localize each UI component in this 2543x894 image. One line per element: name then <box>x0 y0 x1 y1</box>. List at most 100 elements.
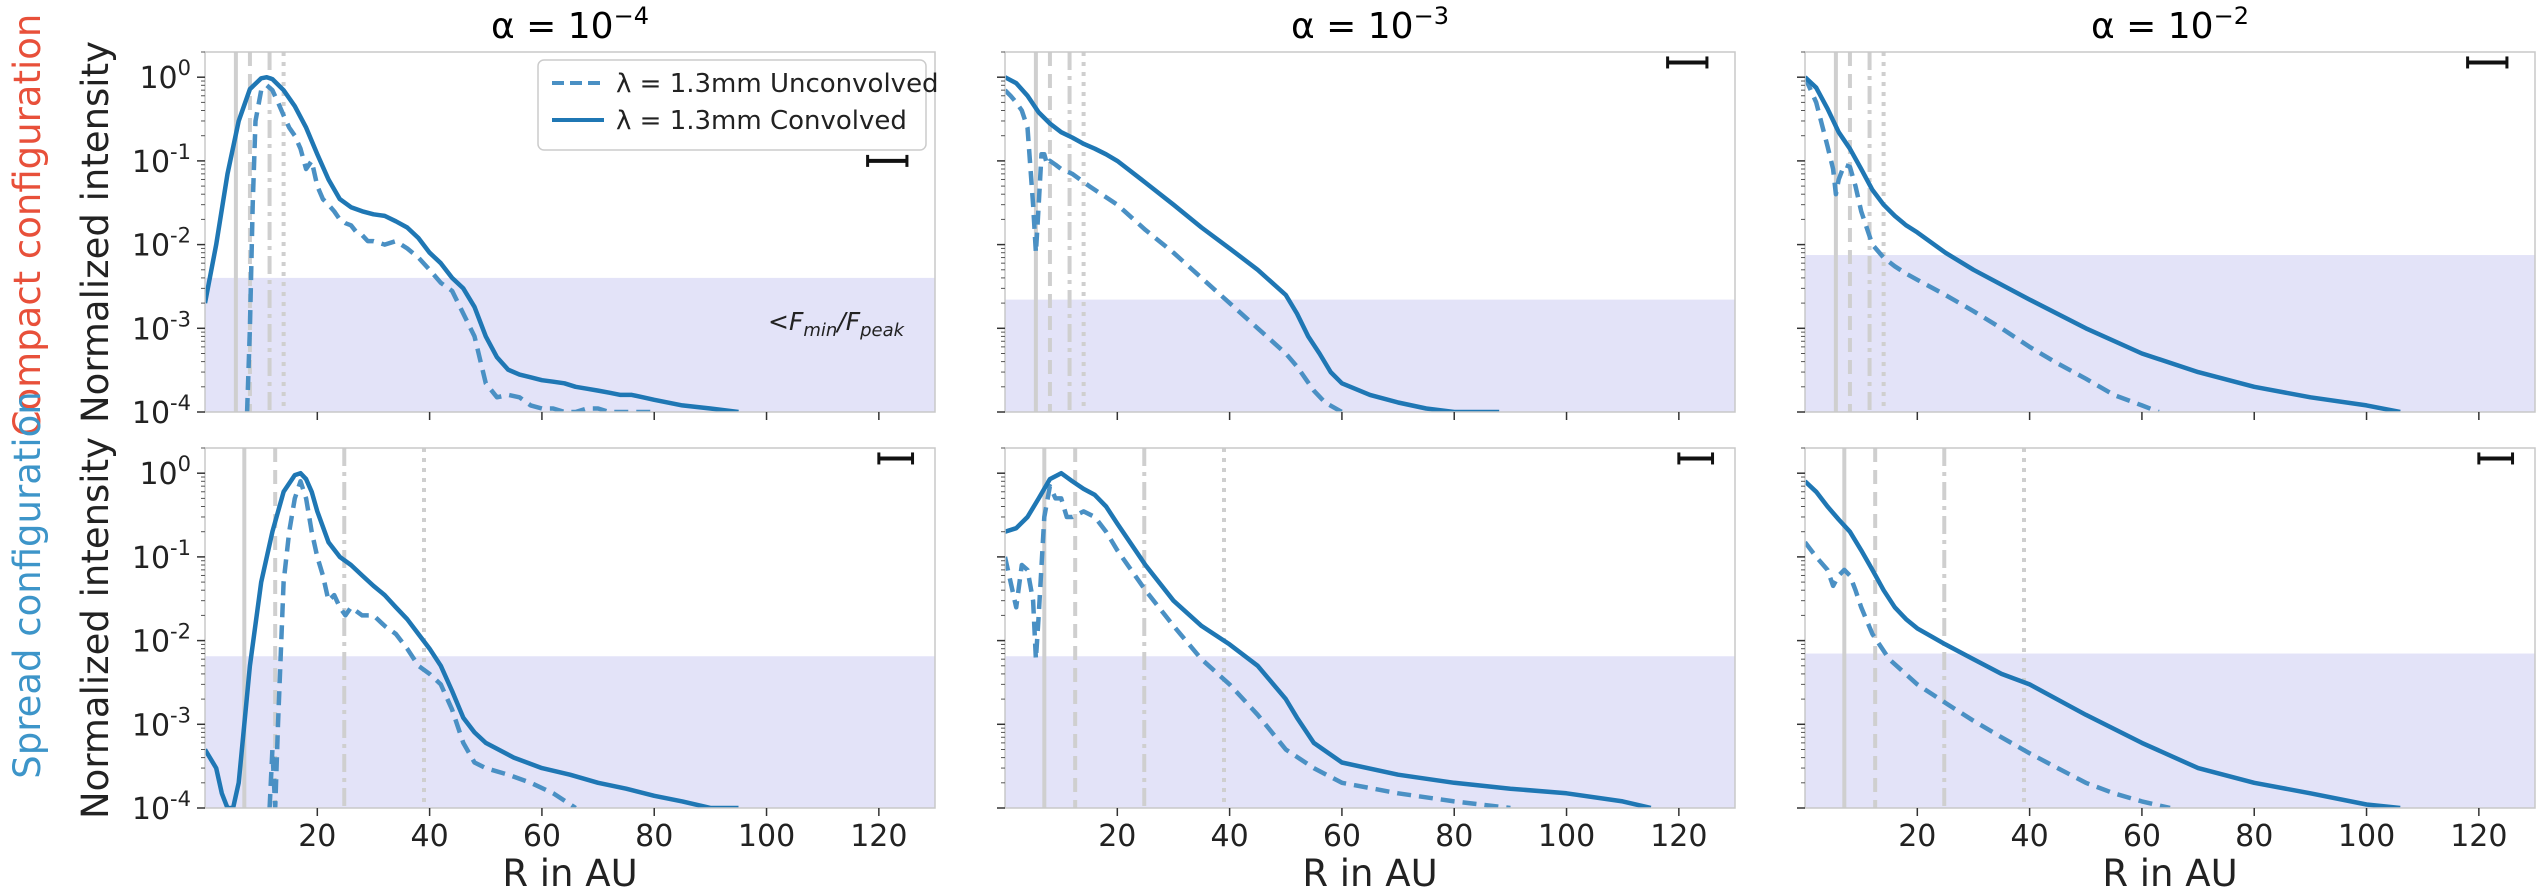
panel-title-exponent: −4 <box>614 2 649 30</box>
series-group <box>1805 75 2401 412</box>
series-line-convolved <box>1805 479 2401 808</box>
x-tick-label: 20 <box>298 819 336 854</box>
series-line-convolved <box>1805 75 2401 412</box>
panel-frame <box>204 51 936 413</box>
legend-label-unconvolved: λ = 1.3mm Unconvolved <box>616 69 939 99</box>
panel-6: 20 40 60 80 100 120 R in AU <box>1797 447 2536 894</box>
legend: λ = 1.3mm Unconvolved λ = 1.3mm Convolve… <box>537 59 939 151</box>
legend-box <box>537 59 927 151</box>
panel-frame <box>1804 447 2536 809</box>
x-axis-label: R in AU <box>2102 852 2237 894</box>
panel-frame <box>1004 447 1736 809</box>
x-axis-label: R in AU <box>502 852 637 894</box>
y-tick-base: 10 <box>132 708 170 743</box>
series-line-unconvolved <box>1005 88 1344 412</box>
y-tick-base: 10 <box>132 396 170 431</box>
y-tick-exponent: -2 <box>170 620 191 644</box>
x-tick-label: 40 <box>2011 819 2049 854</box>
y-tick-exponent: -4 <box>170 391 191 415</box>
y-tick-label: 10-2 <box>132 620 191 660</box>
y-tick-exponent: -1 <box>170 536 191 560</box>
panel-3 <box>1797 51 2536 420</box>
panel-title-base: α = 10 <box>2091 6 2214 47</box>
series-line-unconvolved <box>1005 483 1511 808</box>
series-group <box>1005 470 1652 808</box>
y-tick-label: 10-4 <box>132 787 191 827</box>
series-line-convolved <box>1005 75 1500 412</box>
x-tick-label: 60 <box>2123 819 2161 854</box>
series-line-convolved <box>205 74 739 412</box>
y-tick-base: 10 <box>139 61 177 96</box>
y-tick-base: 10 <box>132 229 170 264</box>
x-axis-label: R in AU <box>1302 852 1437 894</box>
panel-4: 20 40 60 80 100 12010-410-310-210-1100Normali… <box>74 437 936 894</box>
shade-label-sub2: peak <box>859 320 906 341</box>
panel-title-base: α = 10 <box>491 6 614 47</box>
panel-frame <box>1004 51 1736 413</box>
row-label-compact: Compact configuration <box>6 14 49 437</box>
x-tick-label: 80 <box>635 819 673 854</box>
y-axis-label: Normalized intensity <box>74 41 117 423</box>
series-line-convolved <box>1005 470 1652 808</box>
shade-label-f: <F <box>768 307 804 336</box>
panel-title-alpha-1e-4: α = 10−4 <box>491 2 649 47</box>
shade-region-label: <Fmin/Fpeak <box>768 307 906 341</box>
y-tick-label: 100 <box>139 452 191 492</box>
shaded-region <box>205 656 935 808</box>
y-tick-exponent: 0 <box>178 56 191 80</box>
y-tick-label: 10-2 <box>132 224 191 264</box>
panel-frame <box>1804 51 2536 413</box>
x-tick-label: 60 <box>1323 819 1361 854</box>
x-tick-label: 60 <box>523 819 561 854</box>
x-tick-label: 20 <box>1898 819 1936 854</box>
panel-title-alpha-1e-2: α = 10−2 <box>2091 2 2249 47</box>
panel-2 <box>997 51 1736 420</box>
shade-label-sub1: min <box>803 320 837 341</box>
y-tick-base: 10 <box>139 457 177 492</box>
series-line-unconvolved <box>267 479 577 808</box>
shaded-region <box>1805 653 2535 808</box>
y-tick-base: 10 <box>132 312 170 347</box>
series-line-convolved <box>205 470 739 808</box>
series-group <box>1005 75 1500 412</box>
panel-title-alpha-1e-3: α = 10−3 <box>1291 2 1449 47</box>
x-tick-label: 120 <box>2450 819 2507 854</box>
y-tick-exponent: 0 <box>178 452 191 476</box>
shaded-region <box>205 277 935 412</box>
series-line-unconvolved <box>1805 76 2160 412</box>
y-tick-base: 10 <box>132 625 170 660</box>
row-label-spread: Spread configuration <box>6 391 49 779</box>
x-tick-label: 80 <box>1435 819 1473 854</box>
y-tick-label: 10-1 <box>132 536 191 576</box>
y-tick-base: 10 <box>132 145 170 180</box>
panel-title-exponent: −2 <box>2214 2 2249 30</box>
series-line-unconvolved <box>1805 540 2171 808</box>
shaded-region <box>1005 656 1735 808</box>
x-tick-label: 40 <box>411 819 449 854</box>
series-group <box>205 470 739 808</box>
x-tick-label: 120 <box>1650 819 1707 854</box>
y-tick-exponent: -2 <box>170 224 191 248</box>
y-tick-label: 100 <box>139 56 191 96</box>
y-tick-exponent: -3 <box>170 307 191 331</box>
y-tick-exponent: -1 <box>170 140 191 164</box>
y-tick-label: 10-4 <box>132 391 191 431</box>
panel-5: 20 40 60 80 100 120 R in AU <box>997 447 1736 894</box>
y-tick-exponent: -4 <box>170 787 191 811</box>
panel-title-base: α = 10 <box>1291 6 1414 47</box>
x-tick-label: 20 <box>1098 819 1136 854</box>
x-tick-label: 100 <box>2338 819 2395 854</box>
shaded-region <box>1805 255 2535 412</box>
y-tick-label: 10-3 <box>132 703 191 743</box>
x-tick-label: 100 <box>1538 819 1595 854</box>
panel-title-exponent: −3 <box>1414 2 1449 30</box>
shade-label-mid: /F <box>835 307 860 336</box>
y-tick-base: 10 <box>132 541 170 576</box>
y-tick-label: 10-1 <box>132 140 191 180</box>
y-axis-label: Normalized intensity <box>74 437 117 819</box>
y-tick-base: 10 <box>132 792 170 827</box>
y-tick-exponent: -3 <box>170 703 191 727</box>
